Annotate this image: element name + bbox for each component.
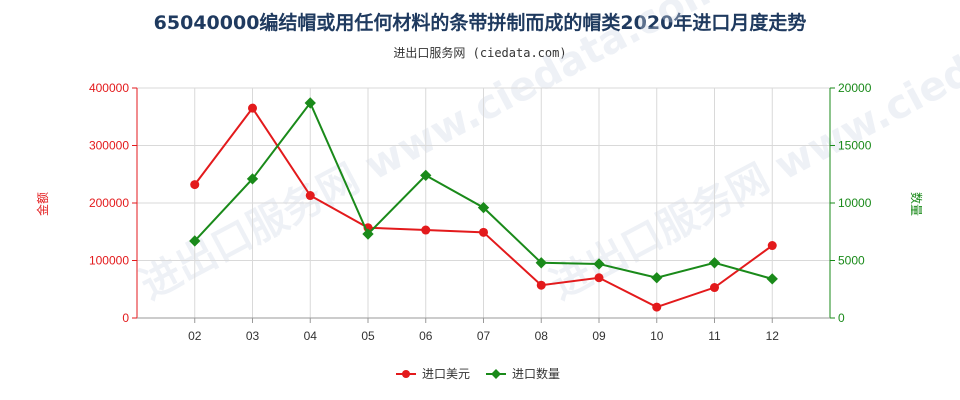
data-point-import-quantity <box>362 228 374 240</box>
x-tick-label: 11 <box>708 329 721 343</box>
x-tick-label: 03 <box>246 329 260 343</box>
legend-swatch-marker <box>402 370 410 378</box>
y-axis-label-right: 数量 <box>909 192 924 216</box>
data-point-import-quantity <box>246 173 259 185</box>
x-tick-label: 12 <box>766 329 780 343</box>
y-axis-label-left: 金额 <box>35 192 50 216</box>
data-point-import-value <box>305 191 315 201</box>
y-tick-label-left: 200000 <box>89 196 129 210</box>
legend-label[interactable]: 进口美元 <box>422 367 470 381</box>
data-point-import-value <box>248 103 257 113</box>
y-tick-label-right: 20000 <box>838 81 872 95</box>
x-tick-label: 02 <box>188 329 202 343</box>
data-point-import-value <box>767 241 777 251</box>
data-point-import-value <box>479 227 488 237</box>
x-tick-label: 06 <box>419 329 433 343</box>
y-tick-label-right: 5000 <box>838 254 865 268</box>
y-tick-label-left: 300000 <box>89 139 129 153</box>
data-point-import-quantity <box>189 235 201 247</box>
y-tick-label-left: 400000 <box>89 81 129 95</box>
data-point-import-quantity <box>708 257 721 269</box>
y-tick-label-right: 10000 <box>838 196 872 210</box>
data-point-import-value <box>536 280 546 290</box>
x-tick-label: 07 <box>477 329 491 343</box>
data-point-import-value <box>652 302 662 312</box>
chart-title: 65040000编结帽或用任何材料的条带拼制而成的帽类2020年进口月度走势 <box>153 12 807 34</box>
data-point-import-quantity <box>535 257 547 269</box>
y-tick-label-right: 0 <box>838 311 845 325</box>
y-tick-label-left: 0 <box>122 311 129 325</box>
data-point-import-quantity <box>420 169 432 182</box>
data-point-import-value <box>594 273 604 283</box>
y-tick-label-right: 15000 <box>838 139 872 153</box>
data-point-import-quantity <box>593 258 605 270</box>
y-tick-label-left: 100000 <box>89 254 129 268</box>
data-point-import-value <box>421 225 431 235</box>
x-tick-label: 04 <box>304 329 318 343</box>
data-point-import-value <box>190 180 200 190</box>
data-point-import-quantity <box>651 272 663 284</box>
x-tick-label: 08 <box>535 329 549 343</box>
x-tick-label: 10 <box>650 329 664 343</box>
legend-label[interactable]: 进口数量 <box>512 366 560 381</box>
x-tick-label: 05 <box>361 329 375 343</box>
data-point-import-quantity <box>477 201 490 214</box>
chart-subtitle: 进出口服务网 (ciedata.com) <box>393 46 567 60</box>
data-point-import-quantity <box>766 273 778 285</box>
legend-swatch-marker <box>491 369 501 379</box>
data-point-import-value <box>710 283 719 293</box>
x-tick-label: 09 <box>592 329 606 343</box>
